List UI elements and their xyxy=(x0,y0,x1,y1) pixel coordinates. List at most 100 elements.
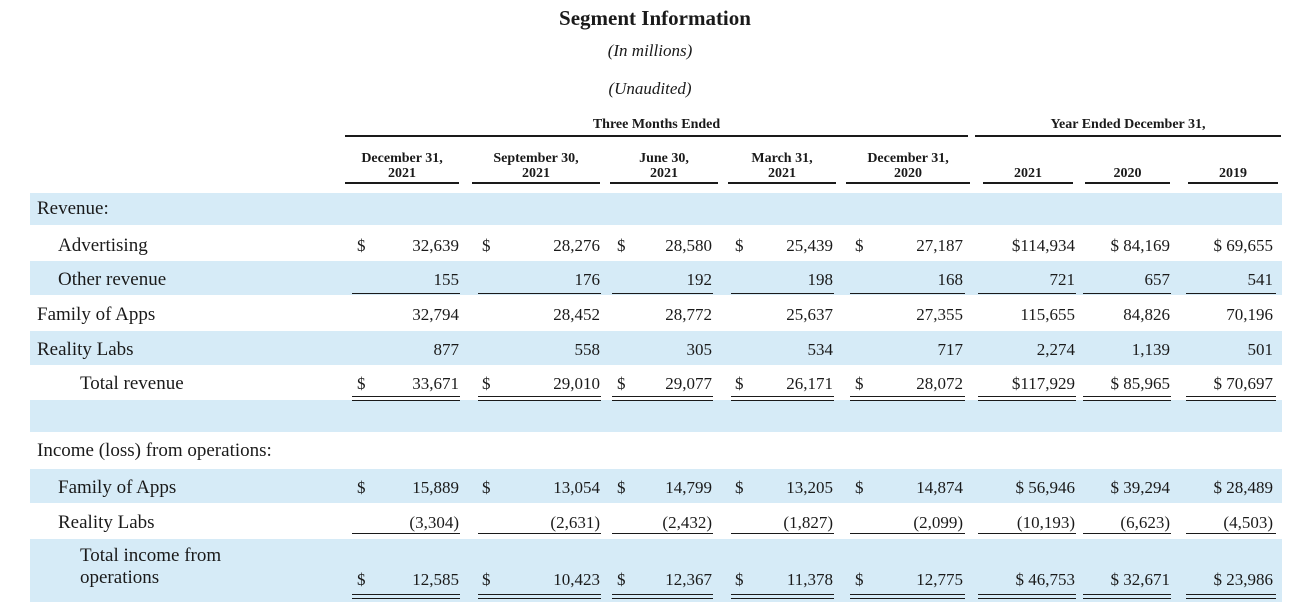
cell-value: 28,580 xyxy=(665,236,712,255)
cell-value: 29,077 xyxy=(665,374,712,393)
currency-symbol: $ xyxy=(735,236,744,255)
row-label: Family of Apps xyxy=(58,477,177,498)
cell-value: 534 xyxy=(807,340,834,359)
cell-value: 14,799 xyxy=(665,478,712,497)
cell-value: 12,775 xyxy=(916,570,963,589)
underline-rule xyxy=(612,293,713,294)
cell-value: 25,439 xyxy=(786,236,833,255)
unaudited-subtitle: (Unaudited) xyxy=(608,79,692,98)
cell-value: (2,432) xyxy=(662,513,712,532)
col-header-line1: December 31, xyxy=(867,151,949,166)
cell-value: 26,171 xyxy=(786,374,833,393)
underline-rule xyxy=(1083,293,1171,294)
cell-value: 14,874 xyxy=(916,478,963,497)
row-label-line2: operations xyxy=(80,567,160,588)
double-underline-rule xyxy=(850,396,965,401)
cell-value: 27,355 xyxy=(916,305,963,324)
cell-value: $ 84,169 xyxy=(1110,236,1171,255)
cell-value: 198 xyxy=(807,270,834,289)
cell-value: $ 23,986 xyxy=(1213,570,1274,589)
band-revenue-header xyxy=(30,193,1282,225)
cell-value: $ 56,946 xyxy=(1015,478,1076,497)
currency-symbol: $ xyxy=(482,570,491,589)
cell-value: $ 69,655 xyxy=(1213,236,1274,255)
cell-value: (1,827) xyxy=(783,513,833,532)
table-row: Family of Apps 32,794 28,452 28,772 25,637 27… xyxy=(0,296,1300,330)
table-row: Advertising $ $ $ $ $32,639 28,276 28,580 25,439… xyxy=(0,227,1300,261)
double-underline-rule xyxy=(1083,594,1171,599)
cell-value: $117,929 xyxy=(1011,374,1075,393)
currency-symbol: $ xyxy=(735,374,744,393)
currency-symbol: $ xyxy=(855,374,864,393)
band-other-revenue xyxy=(30,261,1282,295)
cell-value: $114,934 xyxy=(1011,236,1075,255)
double-underline-rule xyxy=(978,396,1076,401)
currency-symbol: $ xyxy=(617,570,626,589)
col-header-line1: December 31, xyxy=(361,151,443,166)
cell-value: 115,655 xyxy=(1020,305,1075,324)
cell-value: $ 28,489 xyxy=(1213,478,1274,497)
units-subtitle: (In millions) xyxy=(607,41,693,60)
currency-symbol: $ xyxy=(855,570,864,589)
col-header-year-2019: 2019 xyxy=(1188,151,1278,184)
currency-symbol: $ xyxy=(855,236,864,255)
cell-value: 33,671 xyxy=(412,374,459,393)
table-row: Other revenue 155 176 192 198 168 721 657 541 xyxy=(0,261,1300,295)
cell-value: 32,794 xyxy=(412,305,459,324)
cell-value: 27,187 xyxy=(916,236,963,255)
group-header-three-months: Three Months Ended xyxy=(345,117,968,137)
cell-value: 28,772 xyxy=(665,305,712,324)
double-underline-rule xyxy=(478,594,601,599)
row-label: Reality Labs xyxy=(58,512,155,533)
cell-value: 28,072 xyxy=(916,374,963,393)
cell-value: (3,304) xyxy=(409,513,459,532)
currency-symbol: $ xyxy=(482,374,491,393)
row-label: Other revenue xyxy=(58,269,167,290)
page-title: Segment Information xyxy=(559,6,751,30)
revenue-section-label: Revenue: xyxy=(37,198,109,219)
band-total-income xyxy=(30,539,1282,602)
underline-rule xyxy=(478,533,601,534)
cell-value: 25,637 xyxy=(786,305,833,324)
cell-value: 70,196 xyxy=(1226,305,1273,324)
cell-value: 305 xyxy=(686,340,713,359)
group-header-year-ended: Year Ended December 31, xyxy=(975,117,1281,137)
cell-value: (10,193) xyxy=(1016,513,1075,532)
cell-value: 12,585 xyxy=(412,570,459,589)
col-header-line2: 2019 xyxy=(1219,166,1247,181)
col-header-dec-2021: December 31, 2021 xyxy=(345,151,459,184)
double-underline-rule xyxy=(352,396,460,401)
double-underline-rule xyxy=(612,594,713,599)
cell-value: 541 xyxy=(1247,270,1274,289)
col-header-year-2021: 2021 xyxy=(983,151,1073,184)
cell-value: 12,367 xyxy=(665,570,712,589)
col-header-dec-2020: December 31, 2020 xyxy=(846,151,970,184)
col-header-line2: 2021 xyxy=(522,166,550,181)
cell-value: 13,205 xyxy=(786,478,833,497)
band-family-apps-inc xyxy=(30,469,1282,503)
cell-value: 877 xyxy=(433,340,460,359)
cell-value: 84,826 xyxy=(1123,305,1170,324)
double-underline-rule xyxy=(612,396,713,401)
cell-value: 10,423 xyxy=(553,570,600,589)
currency-symbol: $ xyxy=(357,236,366,255)
double-underline-rule xyxy=(1186,396,1276,401)
cell-value: 721 xyxy=(1049,270,1076,289)
underline-rule xyxy=(850,533,965,534)
row-label: Advertising xyxy=(58,235,148,256)
cell-value: $ 32,671 xyxy=(1110,570,1171,589)
cell-value: $ 39,294 xyxy=(1110,478,1171,497)
cell-value: 501 xyxy=(1247,340,1274,359)
cell-value: 32,639 xyxy=(412,236,459,255)
table-row: Family of Apps $ $ $ $ $15,889 13,054 14,799 13,… xyxy=(0,469,1300,503)
currency-symbol: $ xyxy=(357,570,366,589)
col-header-year-2020: 2020 xyxy=(1085,151,1170,184)
cell-value: 13,054 xyxy=(553,478,600,497)
cell-value: 657 xyxy=(1144,270,1171,289)
underline-rule xyxy=(612,533,713,534)
row-label-line1: Total income from xyxy=(80,545,222,566)
double-underline-rule xyxy=(478,396,601,401)
table-row: Reality Labs 877 558 305 534 717 2,274 1,139 501 xyxy=(0,331,1300,365)
cell-value: 15,889 xyxy=(412,478,459,497)
underline-rule xyxy=(731,533,834,534)
